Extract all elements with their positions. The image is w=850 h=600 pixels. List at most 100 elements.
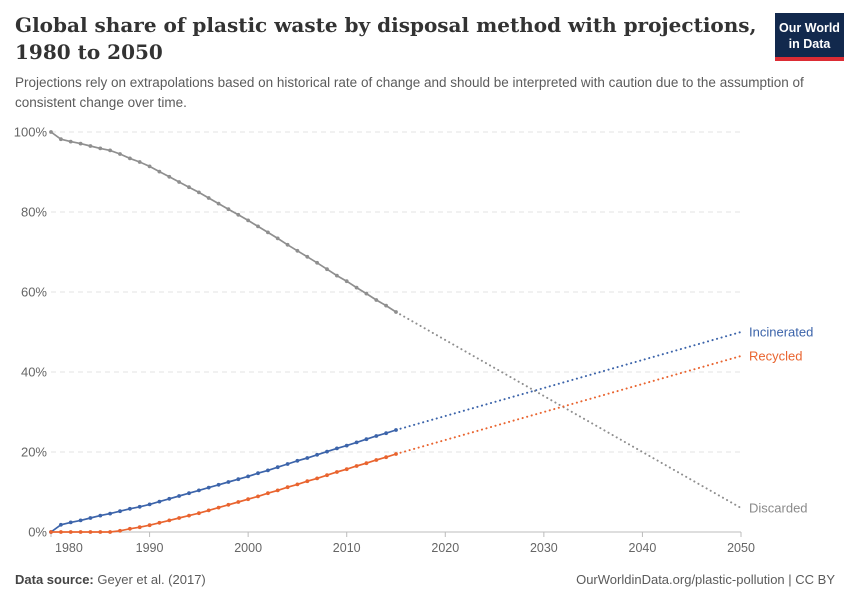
- x-tick-label: 1990: [136, 541, 164, 555]
- series-marker-recycled: [59, 530, 63, 534]
- series-marker-incinerated: [325, 449, 329, 454]
- series-marker-incinerated: [88, 516, 93, 520]
- series-marker-discarded: [315, 260, 319, 265]
- series-marker-recycled: [335, 470, 339, 474]
- series-marker-discarded: [364, 291, 369, 296]
- series-line-discarded[interactable]: [50, 131, 397, 313]
- series-marker-recycled: [285, 485, 290, 490]
- series-marker-discarded: [384, 303, 388, 308]
- series-marker-discarded: [236, 212, 241, 217]
- series-marker-discarded: [59, 137, 63, 142]
- series-marker-recycled: [187, 513, 191, 518]
- series-marker-recycled: [364, 461, 369, 466]
- series-marker-incinerated: [266, 468, 270, 473]
- series-marker-incinerated: [344, 443, 349, 448]
- series-marker-discarded: [246, 218, 251, 223]
- series-label-recycled[interactable]: Recycled: [749, 349, 802, 364]
- series-marker-recycled: [137, 525, 142, 530]
- series-marker-recycled: [256, 494, 260, 499]
- series-marker-incinerated: [78, 518, 83, 523]
- series-marker-discarded: [127, 156, 132, 161]
- series-marker-incinerated: [98, 513, 103, 518]
- series-marker-discarded: [118, 152, 122, 156]
- series-marker-incinerated: [167, 496, 172, 501]
- license-note[interactable]: OurWorldinData.org/plastic-pollution | C…: [576, 572, 835, 587]
- series-label-discarded[interactable]: Discarded: [749, 501, 808, 516]
- series-marker-recycled: [305, 479, 310, 484]
- series-marker-incinerated: [177, 494, 182, 498]
- y-tick-label: 60%: [21, 285, 47, 300]
- series-marker-discarded: [344, 279, 349, 284]
- series-marker-discarded: [187, 185, 191, 190]
- series-marker-incinerated: [285, 462, 290, 466]
- series-marker-recycled: [78, 530, 83, 534]
- series-line-incinerated[interactable]: [50, 429, 397, 533]
- series-marker-recycled: [108, 530, 112, 534]
- x-tick-label: 2040: [629, 541, 657, 555]
- series-marker-discarded: [354, 285, 359, 290]
- series-marker-incinerated: [197, 488, 201, 493]
- owid-logo[interactable]: Our World in Data: [775, 13, 844, 61]
- series-marker-incinerated: [187, 491, 191, 496]
- series-marker-incinerated: [246, 474, 251, 479]
- series-marker-recycled: [197, 511, 201, 516]
- y-tick-label: 20%: [21, 445, 47, 460]
- chart-header: Global share of plastic waste by disposa…: [15, 12, 775, 66]
- series-marker-incinerated: [226, 480, 231, 484]
- series-marker-discarded: [275, 236, 280, 241]
- series-marker-recycled: [246, 497, 251, 502]
- series-marker-recycled: [147, 523, 152, 528]
- series-projection-discarded[interactable]: [395, 311, 742, 509]
- series-marker-incinerated: [68, 520, 73, 525]
- series-marker-discarded: [88, 144, 93, 148]
- series-marker-recycled: [167, 518, 172, 523]
- series-marker-incinerated: [206, 485, 211, 490]
- series-marker-incinerated: [315, 452, 319, 457]
- series-marker-recycled: [177, 516, 182, 520]
- series-projection-incinerated[interactable]: [395, 331, 742, 431]
- series-marker-discarded: [147, 164, 152, 169]
- series-marker-discarded: [335, 273, 339, 278]
- series-marker-incinerated: [256, 471, 260, 476]
- series-marker-discarded: [374, 298, 379, 302]
- series-marker-discarded: [167, 174, 172, 179]
- owid-logo-line2: in Data: [788, 37, 831, 51]
- series-marker-discarded: [78, 141, 83, 146]
- series-marker-incinerated: [216, 482, 221, 487]
- series-marker-incinerated: [157, 499, 162, 504]
- y-tick-label: 40%: [21, 365, 47, 380]
- series-marker-discarded: [137, 160, 142, 164]
- series-projection-recycled[interactable]: [395, 355, 742, 455]
- series-line-recycled[interactable]: [51, 453, 397, 533]
- x-tick-label: 1980: [55, 541, 83, 555]
- series-marker-discarded: [206, 196, 211, 200]
- series-marker-recycled: [354, 464, 359, 468]
- series-label-incinerated[interactable]: Incinerated: [749, 325, 813, 340]
- series-marker-recycled: [157, 520, 162, 525]
- series-marker-recycled: [226, 502, 231, 507]
- series-marker-incinerated: [335, 446, 339, 451]
- series-marker-discarded: [256, 224, 260, 229]
- y-tick-label: 0%: [28, 525, 47, 540]
- chart-subtitle: Projections rely on extrapolations based…: [15, 75, 804, 110]
- y-tick-label: 100%: [14, 125, 48, 140]
- x-tick-label: 2050: [727, 541, 755, 555]
- series-marker-discarded: [325, 267, 329, 272]
- owid-logo-line1: Our World: [779, 21, 840, 35]
- data-source-value[interactable]: Geyer et al. (2017): [97, 572, 206, 587]
- series-marker-discarded: [157, 169, 162, 174]
- series-marker-recycled: [344, 467, 349, 472]
- series-marker-discarded: [285, 242, 290, 247]
- series-marker-incinerated: [384, 431, 388, 436]
- series-marker-incinerated: [275, 465, 280, 470]
- series-marker-discarded: [226, 207, 231, 212]
- series-marker-recycled: [325, 473, 329, 478]
- series-marker-discarded: [49, 130, 53, 134]
- x-tick-label: 2030: [530, 541, 558, 555]
- series-marker-incinerated: [147, 502, 152, 507]
- series-marker-incinerated: [354, 440, 359, 445]
- series-marker-recycled: [275, 488, 280, 493]
- series-marker-discarded: [295, 248, 300, 253]
- series-marker-incinerated: [59, 522, 63, 527]
- series-marker-discarded: [305, 254, 310, 259]
